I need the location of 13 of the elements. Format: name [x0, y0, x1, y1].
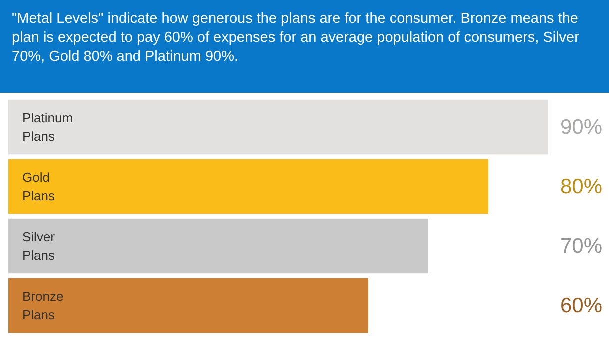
bar — [8, 159, 488, 214]
data-label: 80% — [560, 175, 602, 198]
bar — [8, 278, 368, 334]
data-label: 90% — [560, 116, 602, 139]
data-label: 60% — [560, 294, 602, 318]
y-tick-label: Silver Plans — [22, 229, 56, 264]
y-tick-label: Platinum Plans — [22, 110, 74, 144]
bar — [8, 218, 428, 274]
chart-title: "Metal Levels" indicate how generous the plans are for the consumer. Bronze means the plan is expected to pay 60% of expenses for an average population of consumers, Silver 70%, Gold 80% and Platinum 90%. — [12, 10, 580, 67]
y-tick-label: Bronze Plans — [22, 288, 64, 323]
data-label: 70% — [560, 234, 602, 258]
y-tick-label: Gold Plans — [22, 170, 56, 204]
bar — [8, 100, 548, 155]
